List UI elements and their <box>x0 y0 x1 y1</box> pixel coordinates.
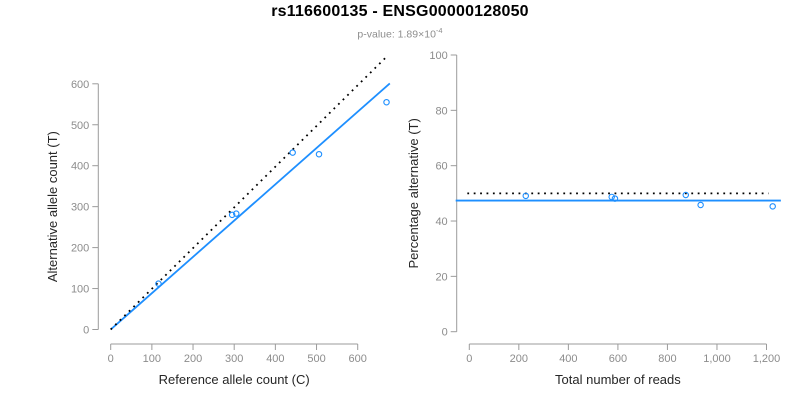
x-tick-label: 300 <box>225 353 243 365</box>
x-tick-label: 500 <box>307 353 325 365</box>
data-point <box>608 193 615 201</box>
x-tick-label: 600 <box>609 353 627 365</box>
x-axis-title: Total number of reads <box>555 372 681 387</box>
fitted-line <box>110 82 391 331</box>
y-tick-label: 100 <box>429 50 447 62</box>
y-tick-label: 60 <box>435 161 447 173</box>
y-tick-label: 100 <box>71 284 89 296</box>
y-tick-label: 80 <box>435 105 447 117</box>
y-tick-label: 500 <box>71 120 89 132</box>
data-point <box>697 201 704 209</box>
y-tick-label: 0 <box>83 325 89 337</box>
allele-counts-panel: 0 100 200 300 400 500 600 0 100 200 300 400 500 600 Re… <box>45 55 391 387</box>
x-tick-label: 200 <box>510 353 528 365</box>
data-point <box>682 191 690 199</box>
y-tick-label: 400 <box>71 161 89 173</box>
data-point <box>769 203 776 210</box>
x-tick-label: 1,000 <box>703 353 731 365</box>
x-tick-label: 400 <box>559 353 577 365</box>
expected-line <box>110 55 388 331</box>
data-point <box>233 210 240 217</box>
data-point <box>228 211 236 219</box>
y-axis-title: Alternative allele count (T) <box>45 131 60 282</box>
data-point <box>611 195 619 202</box>
x-tick-label: 1,200 <box>753 353 781 365</box>
x-tick-label: 200 <box>184 353 202 365</box>
y-tick-label: 0 <box>442 327 448 339</box>
data-point <box>315 150 323 158</box>
y-axis-title: Percentage alternative (T) <box>406 118 421 268</box>
percentage-panel: 0 20 40 60 80 100 0 200 400 600 800 1,000 1,200 Total… <box>406 50 781 387</box>
plot-title: rs116600135 - ENSG00000128050 <box>271 3 529 20</box>
y-tick-label: 200 <box>71 243 89 255</box>
x-tick-label: 0 <box>108 353 114 365</box>
x-tick-label: 0 <box>466 353 472 365</box>
x-tick-label: 100 <box>143 353 161 365</box>
y-tick-label: 600 <box>71 79 89 91</box>
data-point <box>522 192 530 200</box>
y-tick-label: 40 <box>435 216 447 228</box>
p-value-exponent: -4 <box>435 26 443 35</box>
data-point <box>155 280 162 287</box>
data-point <box>383 98 390 106</box>
x-tick-label: 400 <box>266 353 284 365</box>
x-tick-label: 800 <box>658 353 676 365</box>
p-value-text: p-value: 1.89×10 <box>357 28 436 41</box>
y-tick-label: 300 <box>71 202 89 214</box>
plot-subtitle: p-value: 1.89×10-4 <box>0 26 800 41</box>
x-tick-label: 600 <box>349 353 367 365</box>
y-tick-label: 20 <box>435 271 447 283</box>
x-axis-title: Reference allele count (C) <box>159 372 310 387</box>
data-point <box>289 149 296 156</box>
